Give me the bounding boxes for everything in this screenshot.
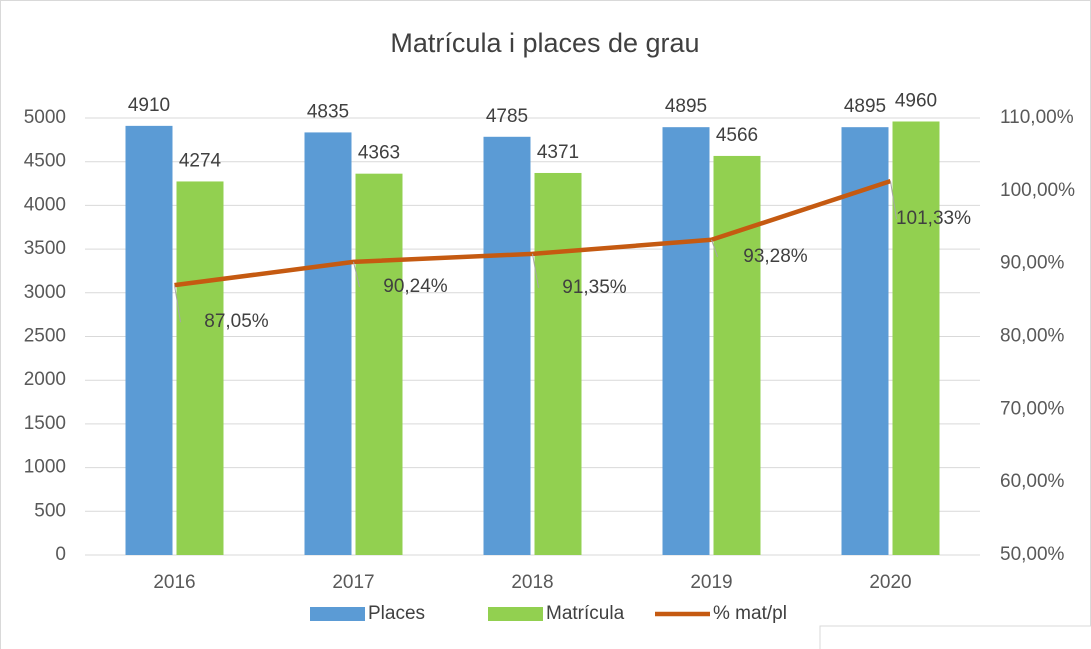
- line-value-label: 91,35%: [562, 277, 627, 298]
- y2-tick-label: 70,00%: [1000, 398, 1065, 419]
- line-value-label: 101,33%: [896, 208, 971, 229]
- leader-line: [174, 285, 181, 323]
- y-tick-label: 1500: [24, 413, 66, 434]
- x-tick-label: 2016: [153, 572, 195, 593]
- overlay-box: [819, 625, 1091, 649]
- bar: [841, 127, 889, 555]
- bar-value-label: 4895: [844, 96, 886, 117]
- y2-tick-label: 50,00%: [1000, 544, 1065, 565]
- legend-label: % mat/pl: [713, 603, 787, 624]
- leader-line: [711, 239, 718, 257]
- bar: [125, 125, 173, 555]
- legend-label: Places: [368, 603, 425, 624]
- bar: [534, 172, 582, 555]
- legend-label: Matrícula: [546, 603, 625, 624]
- y2-tick-label: 60,00%: [1000, 471, 1065, 492]
- x-tick-label: 2020: [869, 572, 911, 593]
- bar-value-label: 4910: [128, 95, 170, 116]
- bar: [304, 132, 352, 555]
- bar: [355, 173, 403, 555]
- bar-value-label: 4371: [537, 142, 579, 163]
- bar-value-label: 4895: [665, 96, 707, 117]
- y2-tick-label: 90,00%: [1000, 253, 1065, 274]
- y-tick-label: 500: [34, 500, 66, 521]
- legend-swatch: [310, 607, 365, 621]
- line: [174, 179, 892, 288]
- line-value-label: 93,28%: [743, 246, 808, 267]
- leader-line: [532, 253, 539, 288]
- x-tick-label: 2018: [511, 572, 553, 593]
- x-tick-label: 2017: [332, 572, 374, 593]
- bar-value-label: 4566: [716, 125, 758, 146]
- y-tick-label: 2500: [24, 326, 66, 347]
- bar: [483, 136, 531, 555]
- bar: [176, 181, 224, 555]
- y-tick-label: 1000: [24, 457, 66, 478]
- y-tick-label: 2000: [24, 369, 66, 390]
- bar-value-label: 4835: [307, 101, 349, 122]
- x-tick-label: 2019: [690, 572, 732, 593]
- y2-tick-label: 80,00%: [1000, 326, 1065, 347]
- bar: [892, 121, 940, 555]
- line-value-label: 90,24%: [383, 276, 448, 297]
- y-tick-label: 4500: [24, 151, 66, 172]
- y2-tick-label: 110,00%: [1000, 107, 1074, 128]
- chart-title: Matrícula i places de grau: [390, 28, 699, 58]
- y-tick-label: 3500: [24, 238, 66, 259]
- y-tick-label: 0: [55, 544, 66, 565]
- leader-line: [353, 261, 360, 288]
- bar-value-label: 4785: [486, 106, 528, 127]
- bar-value-label: 4274: [179, 150, 222, 171]
- bar-value-label: 4960: [895, 91, 937, 112]
- bar-value-label: 4363: [358, 143, 400, 164]
- y-tick-label: 5000: [24, 107, 66, 128]
- bar: [662, 127, 710, 555]
- legend-swatch: [488, 607, 543, 621]
- y-tick-label: 4000: [24, 194, 66, 215]
- y-tick-label: 3000: [24, 282, 66, 303]
- leader-line: [890, 181, 897, 220]
- bar: [713, 155, 761, 556]
- y2-tick-label: 100,00%: [1000, 180, 1075, 201]
- line-value-label: 87,05%: [204, 311, 269, 332]
